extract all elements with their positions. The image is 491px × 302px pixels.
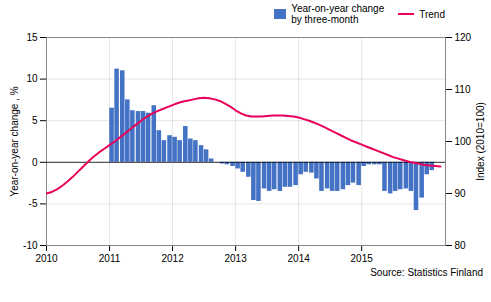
svg-text:15: 15 xyxy=(26,32,38,43)
svg-text:0: 0 xyxy=(32,157,38,168)
svg-text:2010: 2010 xyxy=(35,253,58,264)
html-text:Year-on-year change by three-m: Year-on-year change by three-month xyxy=(291,3,385,25)
svg-text:110: 110 xyxy=(455,84,471,95)
svg-text:5: 5 xyxy=(32,115,38,126)
svg-text:-5: -5 xyxy=(29,198,38,209)
html-text:Trend: Trend xyxy=(419,8,445,20)
svg-text:2015: 2015 xyxy=(351,253,374,264)
svg-text:90: 90 xyxy=(455,188,467,199)
svg-text:-10: -10 xyxy=(23,240,38,251)
html-text:Source: Statistics Finland: Source: Statistics Finland xyxy=(370,267,483,278)
svg-text:2011: 2011 xyxy=(99,253,121,264)
svg-text:2014: 2014 xyxy=(288,253,311,264)
svg-text:2013: 2013 xyxy=(224,253,247,264)
svg-text:10: 10 xyxy=(26,73,38,84)
svg-text:120: 120 xyxy=(455,32,472,43)
svg-text:Index (2010=100): Index (2010=100) xyxy=(475,102,486,181)
svg-text:Year-on-year change , %: Year-on-year change , % xyxy=(9,86,20,196)
svg-text:80: 80 xyxy=(455,240,467,251)
svg-text:2012: 2012 xyxy=(161,253,184,264)
svg-text:100: 100 xyxy=(455,136,472,147)
